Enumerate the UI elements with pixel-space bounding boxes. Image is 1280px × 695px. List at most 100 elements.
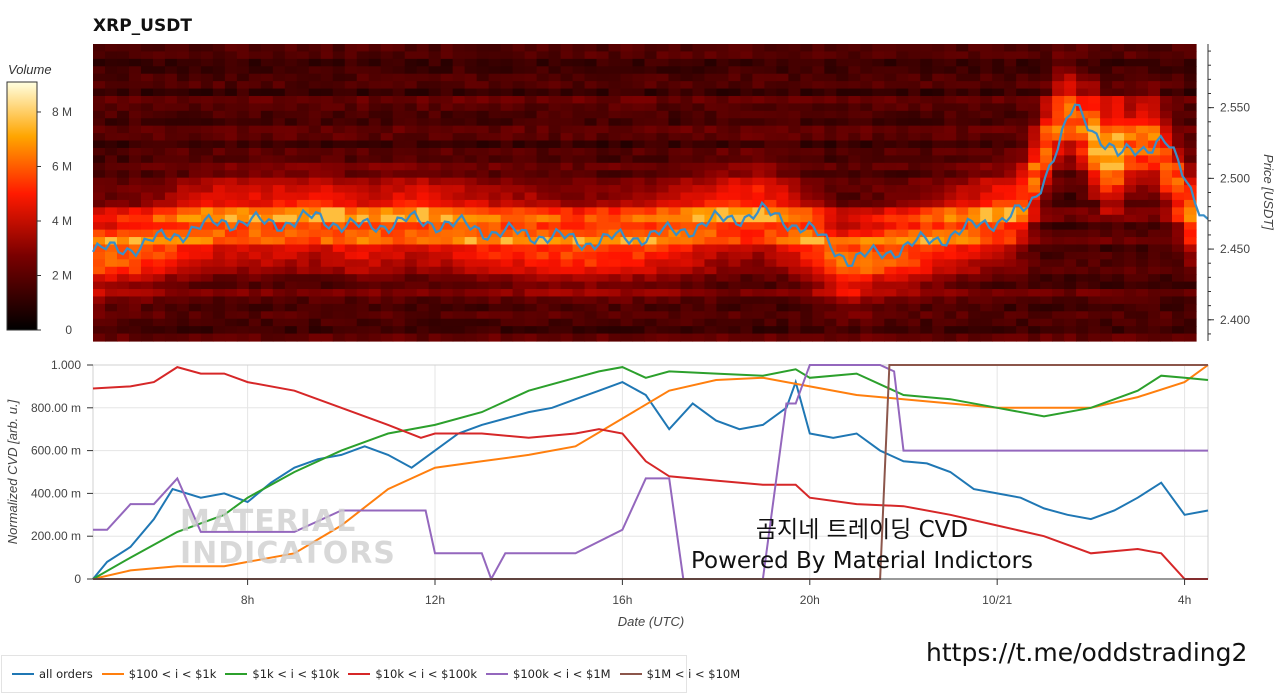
heatmap-cell (512, 333, 526, 342)
heatmap-cell (1064, 229, 1077, 238)
heatmap-cell (224, 110, 238, 119)
heatmap-cell (344, 177, 358, 186)
heatmap-cell (248, 289, 262, 298)
legend-item[interactable]: all orders (12, 667, 93, 681)
heatmap-cell (776, 222, 789, 231)
price-tick-label: 2.550 (1220, 101, 1250, 115)
heatmap-cell (404, 237, 418, 246)
legend-item[interactable]: $100 < i < $1k (101, 667, 216, 681)
heatmap-cell (1052, 103, 1065, 112)
heatmap-cell (788, 326, 801, 335)
legend-item[interactable]: $1k < i < $10k (225, 667, 339, 681)
heatmap-cell (236, 66, 250, 75)
heatmap-cell (1100, 110, 1113, 119)
heatmap-cell (608, 44, 622, 53)
heatmap-cell (1064, 326, 1077, 335)
heatmap-cell (356, 266, 370, 275)
heatmap-cell (800, 296, 813, 305)
heatmap-cell (368, 192, 382, 201)
heatmap-cell (356, 133, 370, 142)
heatmap-cell (620, 251, 634, 260)
heatmap-cell (368, 259, 382, 268)
heatmap-cell (1016, 214, 1029, 223)
heatmap-cell (776, 103, 789, 112)
legend-item[interactable]: $1M < i < $10M (619, 667, 740, 681)
heatmap-cell (596, 318, 610, 327)
heatmap-cell (656, 222, 670, 231)
heatmap-cell (272, 229, 286, 238)
colorbar-tick-label: 2 M (52, 268, 72, 282)
heatmap-cell (1148, 66, 1161, 75)
heatmap-cell (1184, 237, 1197, 246)
heatmap-cell (128, 311, 142, 320)
heatmap-cell (1016, 244, 1029, 253)
heatmap-cell (320, 51, 334, 60)
heatmap-cell (980, 214, 993, 223)
heatmap-cell (392, 66, 406, 75)
heatmap-cell (896, 155, 909, 164)
heatmap-cell (464, 199, 478, 208)
heatmap-cell (1064, 162, 1077, 171)
cvd-series-line (92, 366, 1209, 580)
heatmap-cell (980, 170, 993, 179)
heatmap-cell (596, 58, 610, 67)
heatmap-cell (1028, 66, 1041, 75)
heatmap-cell (224, 170, 238, 179)
heatmap-cell (608, 140, 622, 149)
heatmap-cell (812, 44, 825, 53)
heatmap-cell (464, 289, 478, 298)
heatmap-cell (956, 66, 969, 75)
heatmap-cell (572, 207, 586, 216)
heatmap-cell (248, 44, 262, 53)
heatmap-cell (140, 229, 154, 238)
heatmap-cell (368, 125, 382, 134)
legend-item[interactable]: $100k < i < $1M (486, 667, 611, 681)
heatmap-cell (572, 95, 586, 104)
heatmap-cell (512, 214, 526, 223)
heatmap-cell (1100, 140, 1113, 149)
heatmap-cell (212, 296, 226, 305)
heatmap-cell (272, 214, 286, 223)
heatmap-cell (944, 199, 957, 208)
heatmap-cell (224, 73, 238, 82)
heatmap-cell (164, 296, 178, 305)
heatmap-cell (1160, 237, 1173, 246)
heatmap-cell (896, 311, 909, 320)
heatmap-cell (920, 81, 933, 90)
heatmap-cell (548, 251, 562, 260)
heatmap-cell (284, 95, 298, 104)
heatmap-cell (656, 58, 670, 67)
heatmap-cell (284, 170, 298, 179)
heatmap-cell (776, 303, 789, 312)
heatmap-cell (872, 207, 885, 216)
heatmap-cell (380, 251, 394, 260)
heatmap-cell (884, 237, 897, 246)
heatmap-cell (848, 95, 861, 104)
heatmap-cell (548, 326, 562, 335)
heatmap-cell (320, 147, 334, 156)
heatmap-cell (500, 103, 514, 112)
heatmap-cell (836, 103, 849, 112)
heatmap-cell (152, 125, 166, 134)
heatmap-cell (140, 207, 154, 216)
heatmap-cell (728, 110, 742, 119)
heatmap-cell (248, 73, 262, 82)
legend-item[interactable]: $10k < i < $100k (348, 667, 477, 681)
heatmap-cell (296, 303, 310, 312)
heatmap-cell (668, 162, 682, 171)
legend-swatch (101, 673, 124, 675)
telegram-link[interactable]: https://t.me/oddstrading2 (926, 638, 1248, 667)
heatmap-cell (1004, 222, 1017, 231)
heatmap-cell (752, 133, 765, 142)
heatmap-cell (308, 237, 322, 246)
heatmap-cell (224, 326, 238, 335)
heatmap-cell (1172, 81, 1185, 90)
legend-swatch (12, 673, 34, 675)
heatmap-cell (380, 95, 394, 104)
heatmap-cell (656, 147, 670, 156)
heatmap-cell (104, 244, 118, 253)
heatmap-cell (116, 88, 130, 97)
heatmap-cell (836, 266, 849, 275)
heatmap-cell (1124, 125, 1137, 134)
heatmap-cell (968, 214, 981, 223)
